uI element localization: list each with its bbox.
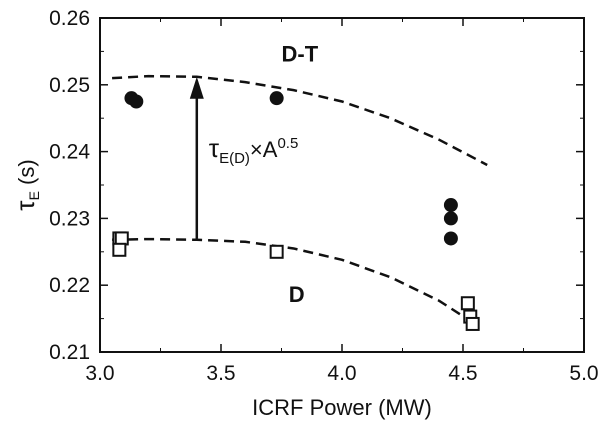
d-data-point [269, 244, 284, 259]
arrow-label-base: τ [209, 133, 220, 163]
y-axis-label-sub: E [26, 191, 42, 200]
arrow-head [189, 76, 204, 99]
arrow-label: τE(D)×A0.5 [209, 133, 298, 167]
d-data-point [112, 242, 127, 257]
y-tick-label: 0.22 [49, 274, 90, 297]
series-label-d: D [289, 282, 305, 307]
y-axis-label: τE (s) [10, 159, 42, 210]
dt-data-point [443, 211, 458, 226]
fit-curve-dt [112, 74, 488, 167]
d-data-point [465, 316, 480, 331]
arrow-label-mid: ×A [250, 137, 278, 162]
annotation-arrow [189, 76, 204, 239]
arrow-label-sub: E(D) [219, 150, 250, 167]
y-tick-label: 0.25 [49, 74, 90, 97]
plot-frame [99, 17, 585, 353]
x-axis-label: ICRF Power (MW) [252, 395, 432, 420]
x-tick-label: 4.5 [448, 362, 477, 385]
data-markers [112, 91, 480, 331]
fit-curve-d [112, 237, 476, 325]
d-data-point [114, 231, 129, 246]
y-tick-label: 0.24 [49, 141, 90, 164]
x-tick-label: 5.0 [569, 362, 598, 385]
dt-data-point [269, 91, 284, 106]
arrow-label-sup: 0.5 [277, 135, 298, 152]
x-tick-label: 4.0 [327, 362, 356, 385]
fit-curves [112, 74, 488, 325]
dt-data-point [443, 198, 458, 213]
y-axis-label-unit: (s) [14, 159, 39, 191]
plot-frame-rect [99, 17, 585, 353]
dt-data-point [129, 94, 144, 109]
y-axis-ticks: 0.21 0.22 0.23 0.24 0.25 0.26 [49, 7, 584, 364]
y-tick-label: 0.21 [49, 341, 90, 364]
dt-data-point [443, 231, 458, 246]
y-axis-label-main: τ [10, 200, 40, 211]
x-tick-label: 3.5 [206, 362, 235, 385]
y-tick-label: 0.26 [49, 7, 90, 30]
d-data-point [460, 296, 475, 311]
x-axis-ticks: 3.0 3.5 4.0 4.5 5.0 [85, 18, 599, 385]
x-tick-label: 3.0 [85, 362, 114, 385]
series-label-dt: D-T [282, 41, 319, 66]
y-tick-label: 0.23 [49, 207, 90, 230]
